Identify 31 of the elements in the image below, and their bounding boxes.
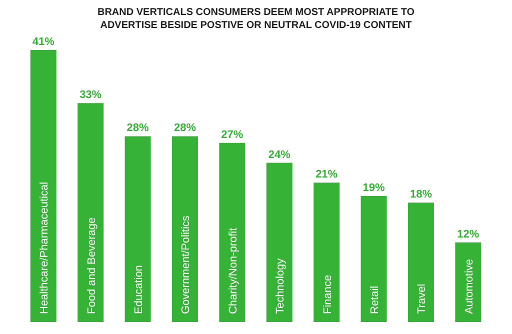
x-tick-label: Government/Politics: [180, 215, 192, 314]
x-tick-label: Food and Beverage: [86, 217, 98, 314]
bar: [455, 242, 482, 322]
x-tick-label: Charity/Non-profit: [227, 228, 240, 314]
chart-title: BRAND VERTICALS CONSUMERS DEEM MOST APPROPRIATE TO ADVERTISE BESIDE POSTIVE OR NEUTRAL COVID-19 CONTENT: [96, 6, 416, 32]
data-label: 24%: [268, 148, 291, 161]
data-label: 28%: [174, 122, 196, 134]
data-label: 18%: [410, 188, 432, 201]
data-label: 19%: [362, 182, 386, 194]
x-tick-label: Finance: [322, 274, 334, 314]
data-label: 21%: [316, 168, 338, 181]
bar: [408, 202, 434, 322]
x-tick-label: Automotive: [463, 258, 476, 314]
data-label: 28%: [126, 122, 150, 134]
x-tick-label: Education: [133, 265, 145, 314]
bar: [314, 182, 340, 322]
bar: [266, 162, 292, 322]
x-tick-label: Healthcare/Pharmaceutical: [38, 182, 51, 314]
bar: [360, 196, 387, 322]
data-label: 27%: [221, 128, 244, 141]
x-tick-label: Technology: [274, 258, 287, 314]
bar: [124, 136, 151, 322]
data-label: 41%: [32, 36, 55, 48]
x-tick-label: Retail: [369, 286, 381, 314]
x-tick-label: Travel: [416, 284, 428, 314]
data-label: 12%: [457, 228, 480, 240]
bar: [172, 136, 198, 322]
bar: [78, 103, 104, 322]
bar: [219, 142, 246, 322]
bar: [30, 50, 56, 322]
data-label: 33%: [80, 89, 102, 102]
